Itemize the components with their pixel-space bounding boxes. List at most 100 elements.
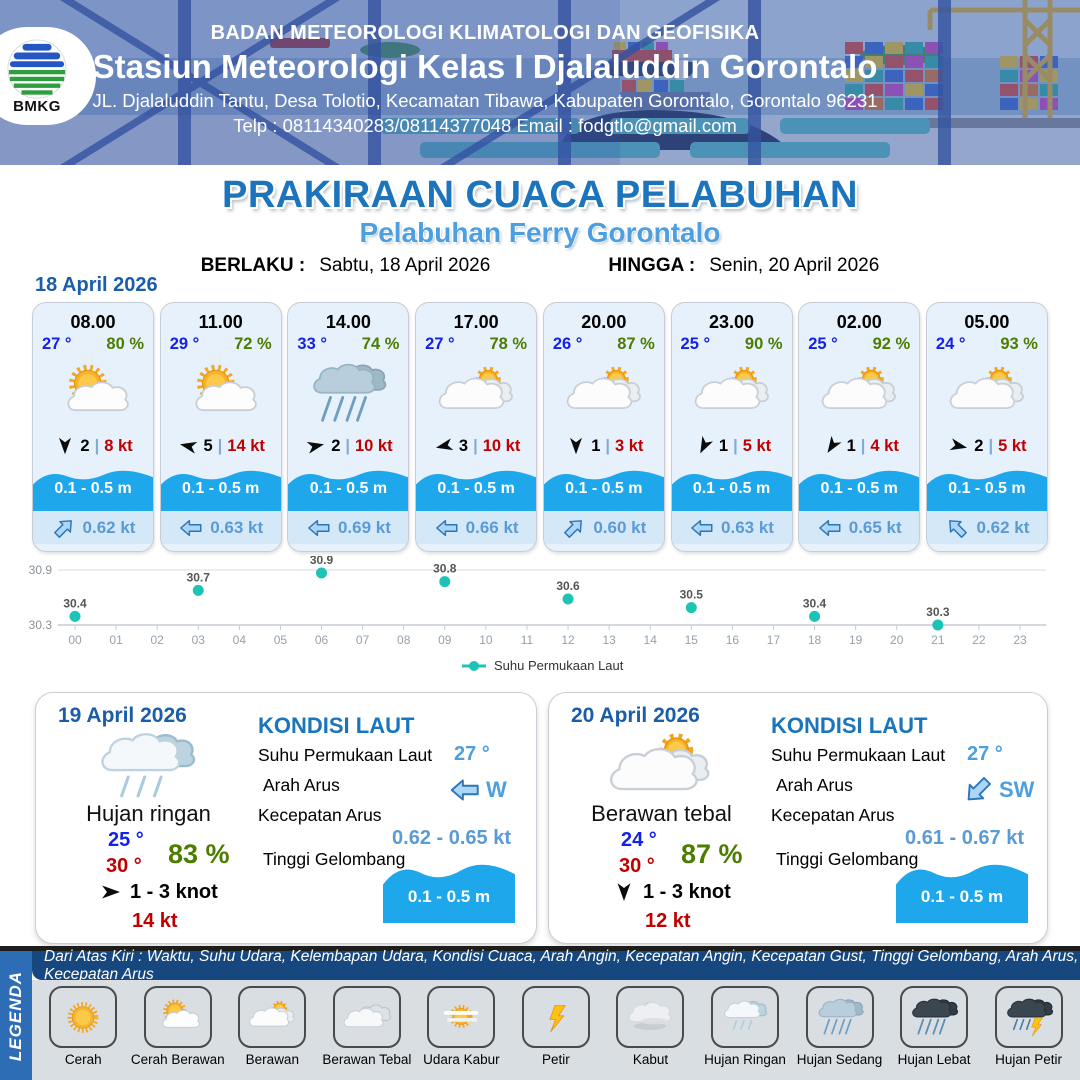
daily-forecast-card: 19 April 2026 Hujan ringan 25 ° 30 ° 83 % 1 -… <box>35 692 537 944</box>
legend-description: Dari Atas Kiri : Waktu, Suhu Udara, Kele… <box>44 947 1079 983</box>
berawan-tebal-icon <box>343 1003 391 1027</box>
daily-date: 19 April 2026 <box>58 704 187 727</box>
wave-icon <box>896 864 1028 923</box>
svg-text:11: 11 <box>521 633 534 647</box>
wind-row: 1 | 3 kt <box>544 432 664 460</box>
current-direction-label: Arah Arus <box>776 775 853 795</box>
temp-humidity-row: 25 ° 90 % <box>672 333 792 354</box>
wind-row: 2 | 5 kt <box>927 432 1047 460</box>
gust-speed: 3 kt <box>615 436 644 455</box>
svg-text:13: 13 <box>602 633 616 647</box>
wind-speed: 5 <box>203 436 213 455</box>
wind-separator: | <box>345 436 350 455</box>
current-row: 0.63 kt <box>160 511 281 544</box>
legend-item: Hujan Ringan <box>699 986 791 1067</box>
svg-text:30.3: 30.3 <box>926 605 950 619</box>
svg-text:00: 00 <box>68 633 82 647</box>
current-row: 0.65 kt <box>799 511 920 544</box>
hourly-card: 02.00 25 ° 92 % 1 | 4 kt 0.1 - 0.5 m 0.65 kt <box>798 302 921 552</box>
berawan-icon <box>694 366 769 410</box>
gust-speed: 10 kt <box>482 436 521 455</box>
hourly-card: 08.00 27 ° 80 % 2 | 8 kt 0.1 - 0.5 m 0.62 kt <box>32 302 154 552</box>
legend-icon-box <box>521 986 590 1048</box>
temp-humidity-row: 29 ° 72 % <box>161 333 281 354</box>
air-temperature: 33 ° <box>297 335 327 353</box>
legend-section: LEGENDA Dari Atas Kiri : Waktu, Suhu Uda… <box>0 947 1080 1080</box>
hour-label: 08.00 <box>70 312 116 332</box>
current-speed-label: Kecepatan Arus <box>771 805 895 825</box>
gust-speed: 10 kt <box>355 436 393 455</box>
hujan-sedang-icon <box>818 998 864 1034</box>
gust-speed: 4 kt <box>870 436 899 455</box>
wave-height-box: 0.1 - 0.5 m <box>383 855 515 923</box>
svg-text:17: 17 <box>767 633 781 647</box>
station-address: JL. Djalaluddin Tantu, Desa Tolotio, Kec… <box>92 90 878 111</box>
current-direction-value: SW <box>961 773 1034 807</box>
current-row: 0.66 kt <box>416 511 537 544</box>
svg-text:16: 16 <box>726 633 740 647</box>
bmkg-logo: BMKG <box>0 27 96 125</box>
legenda-strip-label: LEGENDA <box>6 970 25 1061</box>
wind-direction-arrow-icon <box>59 437 72 455</box>
sea-conditions-title: KONDISI LAUT <box>771 713 928 738</box>
wind-separator: | <box>217 436 223 455</box>
current-speed-label: Kecepatan Arus <box>258 805 382 825</box>
berawan-icon <box>438 366 513 410</box>
daily-forecast-card: 20 April 2026 Berawan tebal 24 ° 30 ° 87 % 1 … <box>548 692 1048 944</box>
wave-height-band: 0.1 - 0.5 m <box>288 464 409 511</box>
wind-direction-arrow-icon <box>700 435 713 454</box>
cerah-icon <box>67 1001 99 1033</box>
humidity: 72 % <box>234 335 272 353</box>
legend-item-label: Hujan Sedang <box>796 1052 883 1067</box>
current-direction-arrow-icon <box>967 777 991 801</box>
berawan-icon <box>822 366 896 410</box>
humidity: 92 % <box>872 335 911 353</box>
legend-item-label: Udara Kabur <box>423 1052 500 1067</box>
current-direction-arrow-icon <box>450 779 479 801</box>
daily-condition: Berawan tebal <box>591 801 732 826</box>
wave-icon <box>160 470 281 511</box>
wave-height-band: 0.1 - 0.5 m <box>799 464 920 511</box>
legend-item-label: Berawan Tebal <box>322 1052 412 1067</box>
svg-text:19: 19 <box>849 633 863 647</box>
daily-wind-range: 1 - 3 knot <box>643 880 731 903</box>
daily-wave-height: 0.1 - 0.5 m <box>407 887 491 906</box>
hour-label: 14.00 <box>325 312 371 332</box>
bmkg-logo-icon <box>7 38 67 99</box>
legend-item-label: Petir <box>542 1052 570 1067</box>
wind-row: 1 | 4 kt <box>799 432 919 460</box>
sst-label: Suhu Permukaan Laut <box>771 745 946 765</box>
current-speed: 0.66 kt <box>465 517 519 537</box>
wind-speed: 1 <box>718 436 729 455</box>
svg-text:30.6: 30.6 <box>556 579 580 593</box>
hujan-sedang-icon <box>313 363 387 422</box>
air-temperature: 24 ° <box>935 335 966 353</box>
wind-row: 2 | 10 kt <box>288 432 408 460</box>
ship-small <box>270 28 330 48</box>
weather-condition-icon-wrap <box>544 356 664 432</box>
svg-text:30.9: 30.9 <box>310 556 334 567</box>
svg-text:14: 14 <box>644 633 658 647</box>
gust-speed: 14 kt <box>227 436 265 455</box>
current-direction-arrow-icon <box>818 519 841 536</box>
weather-condition-icon-wrap <box>416 356 536 432</box>
kabut-icon <box>629 1001 672 1030</box>
svg-text:01: 01 <box>109 633 123 647</box>
wind-direction-arrow-icon <box>570 437 583 455</box>
legend-icon-box <box>805 986 874 1048</box>
wave-height-band: 0.1 - 0.5 m <box>926 464 1047 511</box>
svg-text:04: 04 <box>233 633 247 647</box>
current-row: 0.62 kt <box>926 511 1047 544</box>
wave-icon <box>383 864 515 923</box>
air-temperature: 26 ° <box>552 335 583 353</box>
daily-temp-max: 30 ° <box>619 855 655 877</box>
daily-weather-icon-wrap <box>601 723 719 822</box>
wave-height: 0.1 - 0.5 m <box>437 480 515 497</box>
daily-temp-max: 30 ° <box>106 855 142 877</box>
legend-icon-box <box>49 986 118 1048</box>
wave-height: 0.1 - 0.5 m <box>692 480 771 497</box>
station-name: Stasiun Meteorologi Kelas I Djalaluddin … <box>92 48 878 85</box>
hourly-card: 05.00 24 ° 93 % 2 | 5 kt 0.1 - 0.5 m 0.62 kt <box>925 302 1048 552</box>
legend-item: Hujan Lebat <box>888 986 980 1067</box>
